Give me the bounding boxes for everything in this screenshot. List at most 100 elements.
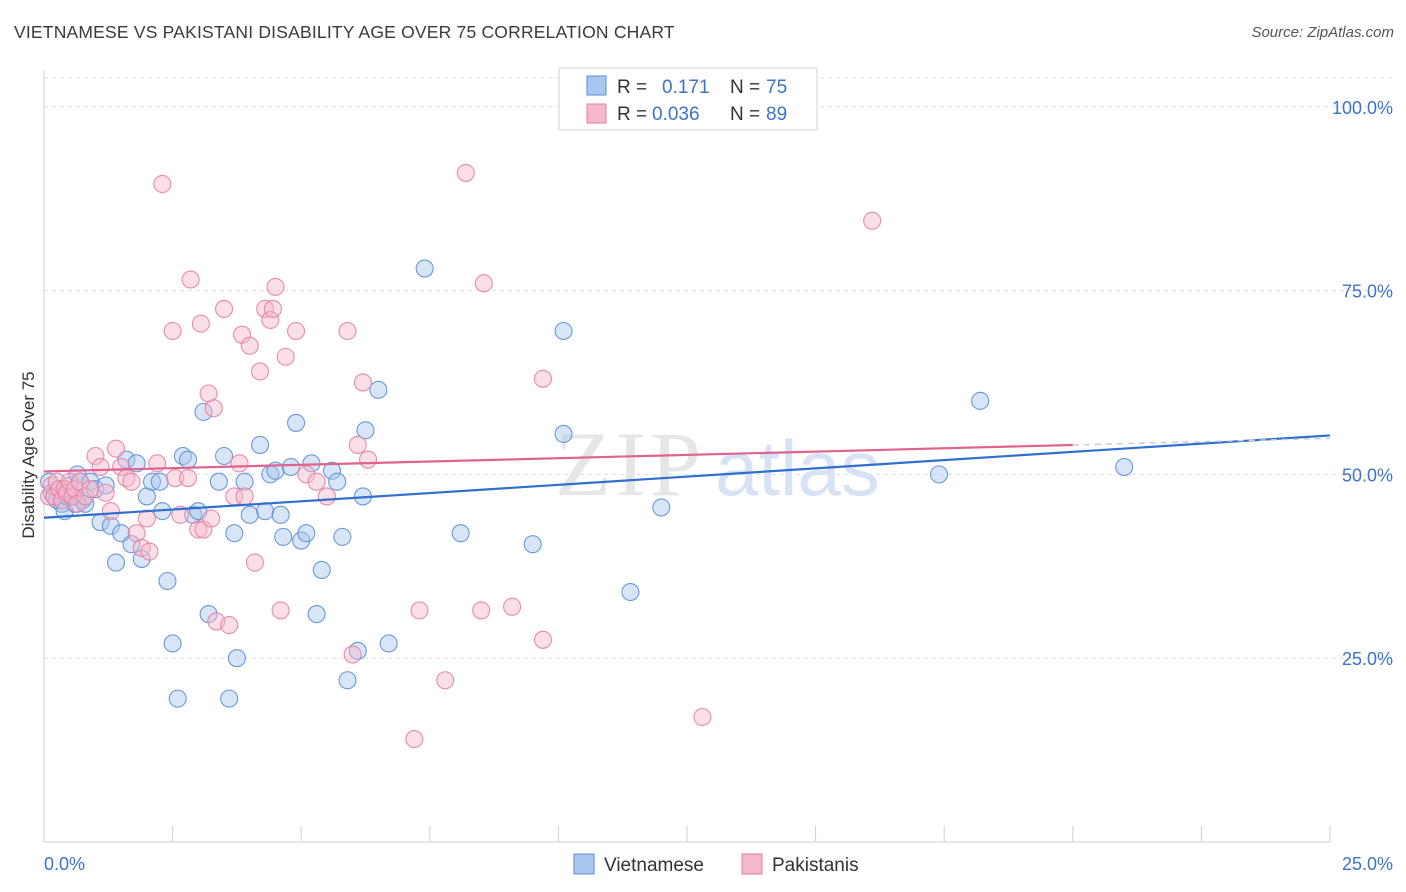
vietnamese-point	[214, 446, 234, 466]
legend-n-label-2: N =	[730, 104, 760, 125]
pakistani-point	[81, 480, 100, 499]
vietnamese-point	[274, 527, 293, 546]
vietnamese-point	[227, 649, 246, 668]
vietnamese-point	[281, 457, 300, 477]
vietnamese-point	[287, 413, 306, 432]
x-tick-label: 0.0%	[44, 854, 85, 874]
pakistani-point	[533, 369, 553, 388]
pakistani-point	[181, 270, 200, 289]
pakistani-point	[359, 450, 378, 469]
vietnamese-point	[971, 391, 990, 410]
pakistani-point	[202, 509, 221, 528]
vietnamese-point	[523, 535, 542, 554]
vietnamese-point	[930, 465, 949, 484]
vietnamese-point	[307, 605, 326, 624]
vietnamese-point	[127, 454, 146, 473]
pakistani-trend-extension	[1072, 437, 1331, 446]
watermark-zip: ZIP	[555, 413, 705, 515]
pakistani-point	[343, 645, 362, 664]
pakistani-point	[266, 277, 285, 296]
y-tick-label: 25.0%	[1342, 649, 1393, 669]
legend-r-label-2: R =	[617, 104, 647, 125]
gridlines	[44, 77, 1392, 659]
legend-r-label-1: R =	[617, 77, 647, 98]
legend-swatch-pakistani	[586, 103, 607, 124]
pakistani-point	[106, 439, 126, 458]
pakistani-point	[101, 502, 120, 521]
pakistani-point	[86, 446, 105, 466]
legend-r-value-2: 0.036	[652, 104, 700, 125]
trend-lines	[43, 434, 1331, 519]
vietnamese-point	[328, 472, 347, 491]
pakistani-point	[140, 542, 159, 561]
vietnamese-point	[158, 571, 177, 591]
source-label: Source: ZipAtlas.com	[1251, 24, 1394, 41]
pakistani-point	[472, 601, 491, 620]
pakistani-point	[171, 505, 190, 524]
y-tick-label: 50.0%	[1342, 465, 1393, 485]
pakistani-point	[338, 321, 357, 341]
pakistani-point	[166, 469, 185, 488]
y-tick-label: 75.0%	[1342, 282, 1393, 302]
vietnamese-point	[369, 380, 388, 399]
vietnamese-point	[235, 472, 254, 491]
vietnamese-point	[86, 480, 105, 499]
vietnamese-point	[220, 689, 239, 708]
pakistani-point	[533, 630, 553, 649]
axes	[43, 70, 1331, 843]
pakistani-point	[436, 671, 455, 690]
vietnamese-point	[338, 671, 357, 690]
pakistani-point	[163, 321, 182, 341]
bottom-legend-swatch-pakistani	[741, 853, 763, 875]
watermark-atlas: atlas	[715, 424, 880, 512]
pakistani-point	[153, 174, 172, 194]
legend-n-value-2: 89	[766, 104, 787, 125]
pakistani-point	[122, 472, 141, 491]
legend-n-label-1: N =	[730, 77, 760, 98]
vietnamese-point	[379, 634, 398, 653]
vietnamese-point	[554, 424, 573, 443]
pakistani-point	[353, 373, 372, 392]
vietnamese-point	[225, 524, 244, 543]
pakistani-point	[68, 494, 87, 513]
vietnamese-point	[356, 421, 375, 440]
pakistani-point	[240, 336, 259, 355]
vietnamese-point	[122, 535, 141, 554]
vietnamese-point	[178, 450, 198, 469]
vietnamese-point	[323, 461, 342, 480]
pakistani-point	[250, 362, 270, 381]
chart-title: VIETNAMESE VS PAKISTANI DISABILITY AGE O…	[14, 22, 675, 42]
pakistani-point	[220, 616, 239, 635]
pakistani-point	[263, 299, 282, 319]
pakistani-point	[261, 310, 280, 330]
vietnamese-point	[194, 402, 213, 421]
pakistani-point	[307, 472, 326, 491]
vietnamese-point	[199, 605, 218, 624]
pakistani-point	[178, 469, 198, 488]
pakistani-point	[410, 601, 429, 620]
legend-n-value-1: 75	[766, 77, 787, 98]
pakistani-point	[693, 707, 712, 727]
pakistani-point	[214, 299, 234, 319]
vietnamese-point	[209, 472, 228, 491]
pakistani-point	[47, 472, 66, 491]
pakistani-point	[256, 299, 275, 319]
bottom-legend-label-vietnamese: Vietnamese	[604, 855, 704, 876]
pakistani-point	[474, 274, 493, 293]
vietnamese-point	[250, 435, 270, 455]
legend-r-value-1: 0.171	[662, 77, 710, 98]
vietnamese-point	[240, 505, 259, 524]
pakistani-point	[235, 487, 254, 506]
pakistani-point	[189, 520, 208, 539]
legend-swatch-vietnamese	[586, 75, 607, 96]
vietnamese-point	[652, 498, 671, 517]
vietnamese-point	[256, 502, 275, 521]
pakistani-point	[348, 435, 367, 455]
pakistani-point	[297, 465, 316, 484]
vietnamese-point	[101, 516, 120, 535]
vietnamese-point	[451, 524, 470, 543]
pakistani-point	[91, 457, 110, 477]
vietnamese-point	[168, 689, 187, 708]
y-axis-label: Disability Age Over 75	[19, 371, 38, 538]
